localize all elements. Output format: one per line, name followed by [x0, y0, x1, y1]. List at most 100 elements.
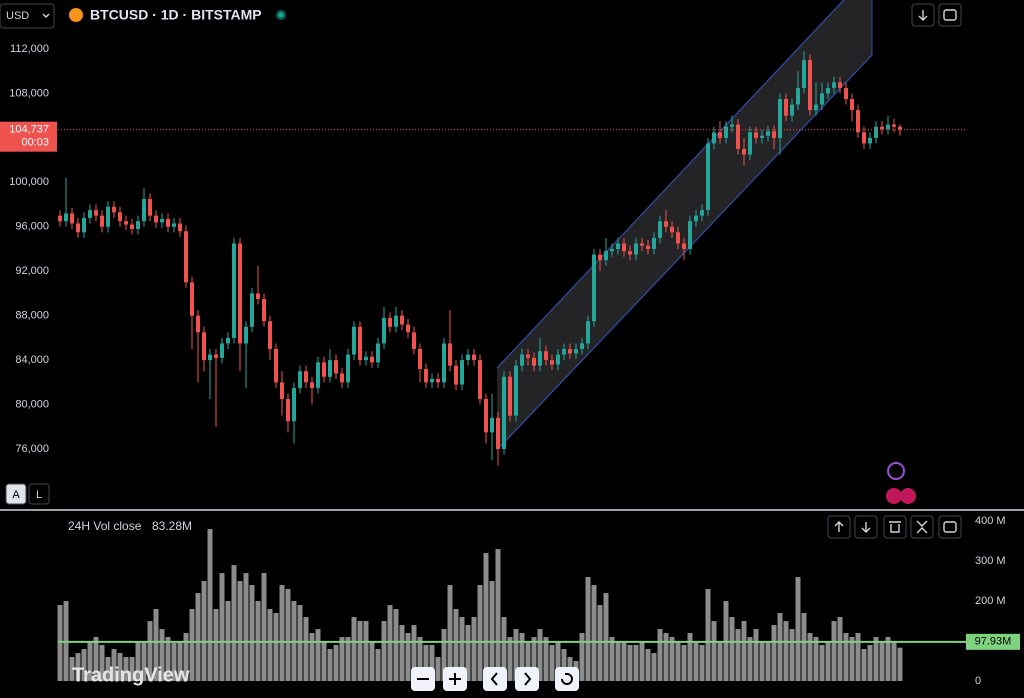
- auto-scale-button[interactable]: [5, 483, 27, 505]
- candle-body: [760, 135, 764, 138]
- reference-label: 97.93M: [975, 636, 1012, 648]
- volume-bar: [531, 637, 537, 681]
- candle-body: [106, 206, 110, 227]
- volume-bar: [885, 637, 891, 681]
- candle-body: [394, 315, 398, 327]
- volume-bar: [867, 645, 873, 681]
- volume-bar: [855, 633, 861, 681]
- candle-body: [298, 371, 302, 388]
- volume-bar: [285, 589, 291, 681]
- candle-body: [478, 360, 482, 399]
- candle-body: [880, 126, 884, 129]
- candle-body: [598, 254, 602, 261]
- volume-bar: [747, 637, 753, 681]
- volume-bar: [375, 649, 381, 681]
- candle-body: [832, 82, 836, 88]
- volume-bar: [483, 553, 489, 681]
- volume-bar: [735, 629, 741, 681]
- candle-body: [94, 210, 98, 216]
- log-scale-button[interactable]: [28, 483, 50, 505]
- volume-bar: [261, 573, 267, 681]
- candle-body: [370, 356, 374, 363]
- candle-body: [508, 376, 512, 416]
- volume-bar: [219, 573, 225, 681]
- volume-bar: [81, 649, 87, 681]
- volume-bar: [477, 585, 483, 681]
- volume-bar: [639, 641, 645, 681]
- y-tick-label: 0: [975, 675, 981, 687]
- candle-body: [460, 360, 464, 385]
- candle-body: [628, 251, 632, 255]
- candle-body: [688, 221, 692, 249]
- currency-select[interactable]: [0, 3, 55, 29]
- candle-body: [766, 131, 770, 136]
- volume-bar: [753, 629, 759, 681]
- log-scale-label: L: [36, 489, 42, 501]
- event-icon[interactable]: [887, 462, 905, 480]
- volume-bar: [669, 637, 675, 681]
- volume-bar: [699, 645, 705, 681]
- candle-body: [214, 354, 218, 358]
- candle-body: [718, 132, 722, 138]
- volume-bar: [111, 649, 117, 681]
- volume-bar: [69, 657, 75, 681]
- maximize-button[interactable]: [938, 3, 962, 27]
- volume-bar: [201, 581, 207, 681]
- volume-bar: [393, 609, 399, 681]
- candle-body: [742, 149, 746, 155]
- volume-bar: [195, 593, 201, 681]
- volume-bar: [177, 641, 183, 681]
- candle-body: [250, 293, 254, 327]
- candle-body: [844, 87, 848, 99]
- currency: USD: [6, 10, 29, 22]
- volume-bar: [141, 641, 147, 681]
- volume-bar: [447, 585, 453, 681]
- candle-body: [604, 251, 608, 261]
- y-tick-label: 80,000: [15, 398, 49, 410]
- volume-bar: [537, 629, 543, 681]
- candle-body: [736, 124, 740, 149]
- volume-bar: [117, 653, 123, 681]
- volume-bar: [363, 621, 369, 681]
- volume-bar: [741, 621, 747, 681]
- candle-body: [700, 210, 704, 216]
- candle-body: [340, 373, 344, 383]
- candle-body: [856, 110, 860, 133]
- event-flag[interactable]: [886, 488, 902, 504]
- candle-body: [424, 369, 428, 383]
- volume-bar: [231, 565, 237, 681]
- candle-body: [238, 243, 242, 344]
- candle-body: [646, 245, 650, 249]
- candle-body: [526, 354, 530, 358]
- dropdown-icon: [42, 13, 50, 18]
- volume-bar: [171, 643, 177, 681]
- candle-body: [592, 254, 596, 322]
- volume-bar: [345, 637, 351, 681]
- candle-body: [868, 137, 872, 144]
- y-tick-label: 76,000: [15, 443, 49, 455]
- volume-bar: [405, 633, 411, 681]
- candle-body: [466, 354, 470, 361]
- volume-bar: [543, 637, 549, 681]
- volume-bar: [309, 633, 315, 681]
- candle-body: [826, 87, 830, 94]
- event-flag[interactable]: [900, 488, 916, 504]
- volume-bar: [555, 641, 561, 681]
- candle-body: [682, 243, 686, 249]
- y-tick-label: 112,000: [10, 43, 49, 55]
- candle-body: [802, 60, 806, 88]
- candle-body: [82, 217, 86, 233]
- candle-body: [412, 332, 416, 349]
- candle-body: [532, 357, 536, 366]
- volume-bar: [417, 637, 423, 681]
- volume-bar: [249, 585, 255, 681]
- volume-bar: [327, 649, 333, 681]
- y-tick-label: 84,000: [15, 354, 49, 366]
- candle-body: [574, 349, 578, 354]
- volume-bar: [75, 653, 81, 681]
- candle-body: [850, 99, 854, 111]
- volume-bar: [441, 629, 447, 681]
- candle-body: [244, 326, 248, 344]
- y-tick-label: 100,000: [9, 176, 49, 188]
